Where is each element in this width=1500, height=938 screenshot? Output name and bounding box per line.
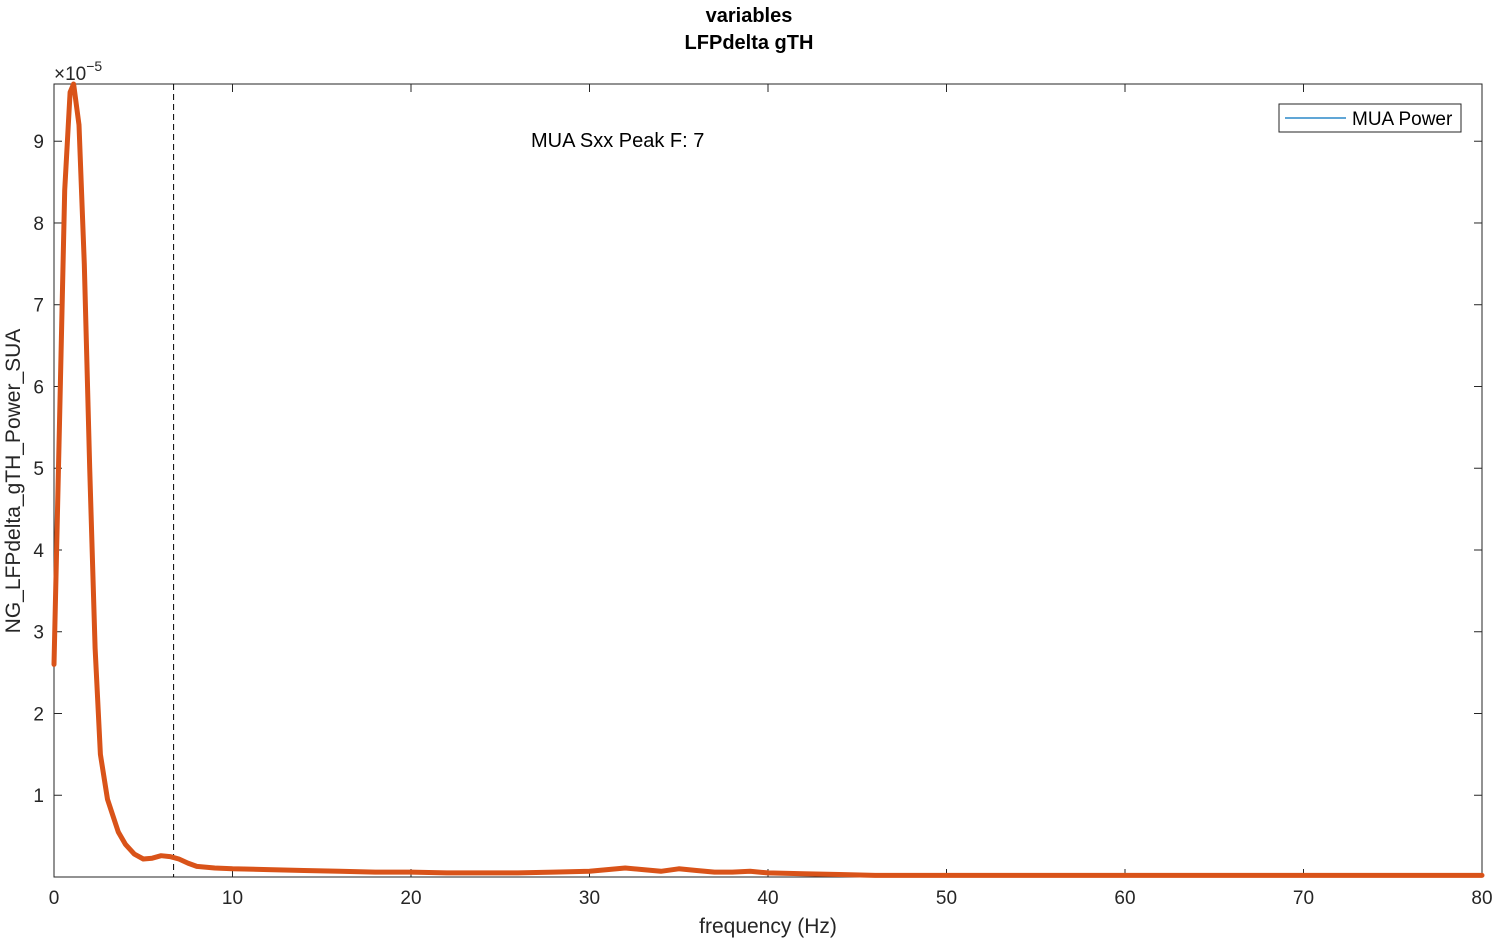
y-tick-label: 9	[33, 132, 44, 153]
y-tick-label: 2	[33, 704, 44, 725]
peak-annotation: MUA Sxx Peak F: 7	[531, 130, 704, 152]
series-line	[51, 81, 1485, 878]
series-lines	[51, 81, 1485, 878]
chart-title: variables	[706, 5, 793, 27]
y-exponent-base: ×10	[54, 64, 86, 85]
y-tick-label: 1	[33, 786, 44, 807]
plot-axes	[53, 83, 1483, 878]
x-tick-label: 30	[579, 888, 600, 909]
plot-area	[53, 83, 1483, 878]
chart-subtitle: LFPdelta gTH	[685, 32, 814, 54]
x-axis-ticks: 0 10 20 30 40 50 60 70 80	[49, 84, 1493, 909]
y-tick-label: 3	[33, 623, 44, 644]
x-tick-label: 0	[49, 888, 60, 909]
y-tick-label: 8	[33, 214, 44, 235]
x-tick-label: 60	[1114, 888, 1135, 909]
y-exponent-power: −5	[86, 58, 102, 74]
x-tick-label: 70	[1293, 888, 1314, 909]
legend-entry-label: MUA Power	[1352, 109, 1453, 130]
x-tick-label: 50	[936, 888, 957, 909]
x-axis-label: frequency (Hz)	[699, 915, 837, 938]
x-tick-label: 20	[400, 888, 421, 909]
y-tick-label: 6	[33, 377, 44, 398]
y-tick-label: 7	[33, 296, 44, 317]
x-tick-label: 80	[1471, 888, 1492, 909]
x-tick-label: 10	[222, 888, 243, 909]
y-axis-label: NG_LFPdelta_gTH_Power_SUA	[2, 329, 25, 634]
y-tick-label: 5	[33, 459, 44, 480]
y-tick-label: 4	[33, 541, 44, 562]
y-exponent-label: ×10−5	[54, 58, 102, 85]
legend: MUA Power	[1278, 103, 1462, 133]
x-tick-label: 40	[757, 888, 778, 909]
